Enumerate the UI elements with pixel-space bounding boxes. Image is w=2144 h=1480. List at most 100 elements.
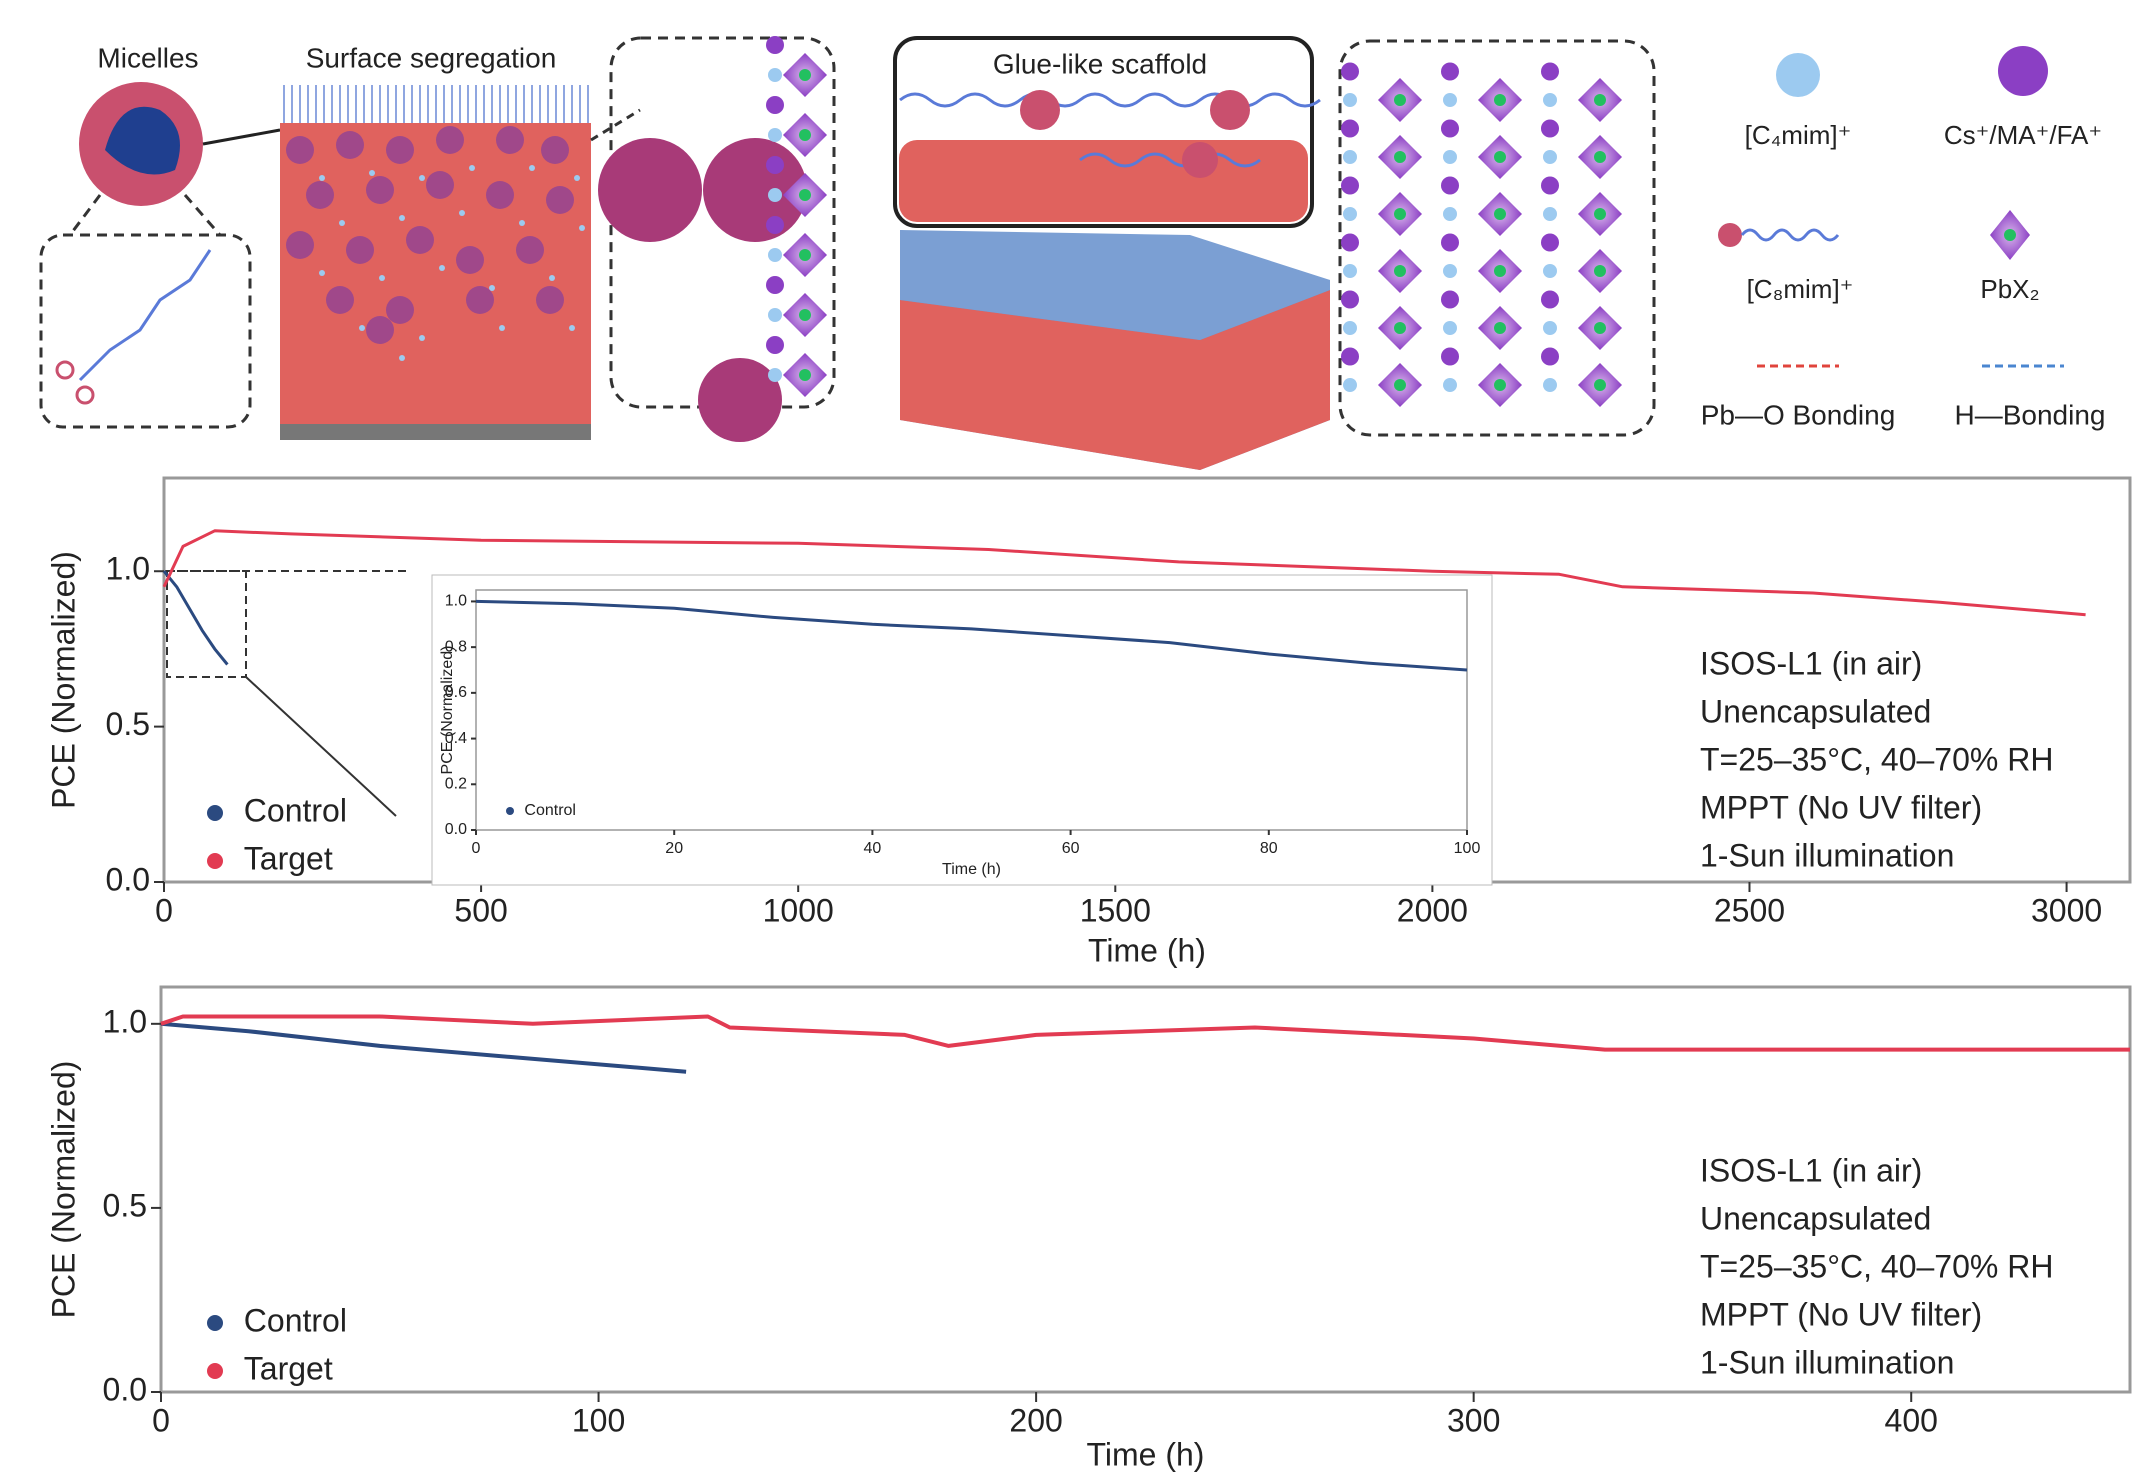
ion — [579, 225, 585, 231]
x-tick-label: 3000 — [2031, 892, 2102, 928]
micelle — [346, 236, 374, 264]
a-cation — [1341, 291, 1359, 309]
a-cation — [1541, 234, 1559, 252]
y-axis-label: PCE (Normalized) — [45, 1061, 81, 1319]
zoom-box — [41, 235, 250, 427]
pb — [1394, 379, 1406, 391]
pb — [799, 309, 811, 321]
legend-label: Target — [244, 1350, 333, 1386]
ion — [459, 210, 465, 216]
x-tick-label: 200 — [1009, 1402, 1062, 1438]
pb — [1594, 94, 1606, 106]
legend-icon — [1742, 230, 1838, 240]
x-axis-label: Time (h) — [1088, 932, 1206, 968]
c4mim — [1443, 264, 1457, 278]
c4mim — [1543, 264, 1557, 278]
legend-icon — [1998, 46, 2048, 96]
x-axis-label: Time (h) — [1087, 1436, 1205, 1472]
a-cation — [766, 36, 784, 54]
legend-label: Control — [524, 802, 576, 819]
micelle — [486, 181, 514, 209]
a-cation — [766, 156, 784, 174]
film — [280, 123, 591, 424]
legend-label: Control — [244, 792, 347, 828]
x-tick-label: 40 — [864, 840, 882, 857]
schematic: Micelles Surface segregation Glue-like s… — [41, 36, 2105, 470]
pb — [1594, 208, 1606, 220]
micelle — [536, 286, 564, 314]
a-cation — [1541, 120, 1559, 138]
connector — [70, 195, 100, 235]
c4mim — [1443, 150, 1457, 164]
pb — [1594, 151, 1606, 163]
pb — [799, 129, 811, 141]
x-axis-label: Time (h) — [942, 861, 1001, 878]
c4mim — [1543, 93, 1557, 107]
c4mim — [1443, 321, 1457, 335]
c4mim — [1443, 93, 1457, 107]
a-cation — [1541, 63, 1559, 81]
ion — [359, 325, 365, 331]
micelle — [366, 176, 394, 204]
annotation: 1-Sun illumination — [1700, 1344, 1954, 1380]
micelle — [326, 286, 354, 314]
a-cation — [1441, 291, 1459, 309]
ion — [469, 165, 475, 171]
surface-chains — [284, 85, 588, 123]
pb — [1394, 94, 1406, 106]
ion — [399, 215, 405, 221]
x-tick-label: 100 — [572, 1402, 625, 1438]
zoom-box — [167, 571, 246, 677]
x-tick-label: 0 — [472, 840, 481, 857]
legend-label: Cs⁺/MA⁺/FA⁺ — [1944, 120, 2102, 150]
pb — [1394, 151, 1406, 163]
annotation: Unencapsulated — [1700, 693, 1931, 729]
a-cation — [1541, 348, 1559, 366]
legend-icon — [2004, 229, 2016, 241]
micelle — [286, 136, 314, 164]
a-cation — [1341, 348, 1359, 366]
x-tick-label: 2500 — [1714, 892, 1785, 928]
annotation: Unencapsulated — [1700, 1200, 1931, 1236]
chart: 0204060801000.00.20.40.60.81.0Time (h)PC… — [432, 575, 1492, 885]
annotation: ISOS-L1 (in air) — [1700, 645, 1922, 681]
c4mim — [1343, 207, 1357, 221]
ion — [399, 355, 405, 361]
ion — [339, 220, 345, 226]
c4mim — [768, 128, 782, 142]
micelle — [541, 136, 569, 164]
pb — [1594, 265, 1606, 277]
c4mim — [1343, 378, 1357, 392]
cation — [1020, 90, 1060, 130]
legend-marker — [506, 807, 514, 815]
ion — [519, 220, 525, 226]
ion — [529, 165, 535, 171]
a-cation — [766, 216, 784, 234]
annotation: 1-Sun illumination — [1700, 837, 1954, 873]
head-group — [57, 362, 73, 378]
a-cation — [766, 276, 784, 294]
micelle — [306, 181, 334, 209]
micelle — [466, 286, 494, 314]
y-tick-label: 0.2 — [445, 776, 467, 793]
ion — [419, 335, 425, 341]
pb — [799, 249, 811, 261]
a-cation — [1541, 291, 1559, 309]
y-tick-label: 1.0 — [106, 551, 150, 587]
pb — [1394, 322, 1406, 334]
c4mim — [1343, 93, 1357, 107]
annotation: MPPT (No UV filter) — [1700, 789, 1982, 825]
a-cation — [766, 336, 784, 354]
ion — [439, 265, 445, 271]
pb — [799, 369, 811, 381]
y-tick-label: 0.5 — [106, 706, 150, 742]
ion — [379, 275, 385, 281]
micelle — [366, 316, 394, 344]
annotation: MPPT (No UV filter) — [1700, 1296, 1982, 1332]
inset-background — [432, 575, 1492, 885]
c4mim — [1343, 150, 1357, 164]
y-tick-label: 1.0 — [445, 593, 467, 610]
series-line — [164, 571, 227, 664]
y-axis-label: PCE (Normalized) — [45, 551, 81, 809]
ion — [574, 175, 580, 181]
